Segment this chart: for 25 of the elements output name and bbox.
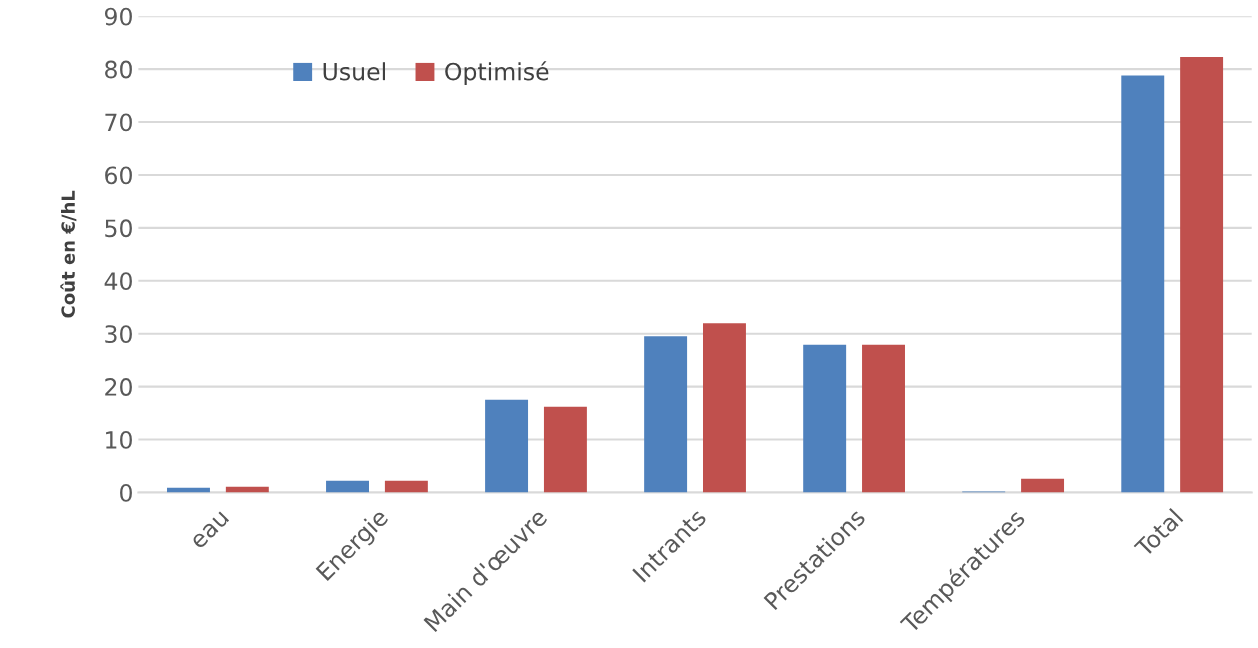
- bar: [862, 344, 905, 493]
- bar: [543, 406, 587, 493]
- bar: [485, 399, 529, 493]
- y-axis-title: Coût en €/hL: [60, 190, 77, 318]
- y-tick-label: 10: [106, 431, 132, 449]
- bar: [703, 323, 746, 493]
- bar: [803, 344, 847, 493]
- legend-label: Optimisé: [445, 61, 549, 86]
- y-tick-label: 60: [105, 166, 132, 185]
- bar: [384, 480, 428, 493]
- y-tick-label: 20: [105, 378, 132, 396]
- y-tick-label: 80: [105, 60, 132, 79]
- bar: [644, 336, 688, 493]
- y-tick-label: 30: [105, 325, 132, 344]
- bar: [326, 480, 369, 493]
- y-tick-label: 70: [105, 113, 132, 132]
- bar: [1021, 478, 1065, 493]
- y-tick-label: 40: [104, 272, 132, 291]
- bar: [1121, 75, 1165, 493]
- bar: [1180, 56, 1224, 493]
- legend-label: Usuel: [323, 62, 385, 81]
- y-tick-label: 0: [120, 483, 132, 502]
- y-tick-label: 90: [104, 7, 132, 26]
- y-tick-label: 50: [105, 219, 132, 238]
- x-tick-label: eau: [191, 511, 230, 550]
